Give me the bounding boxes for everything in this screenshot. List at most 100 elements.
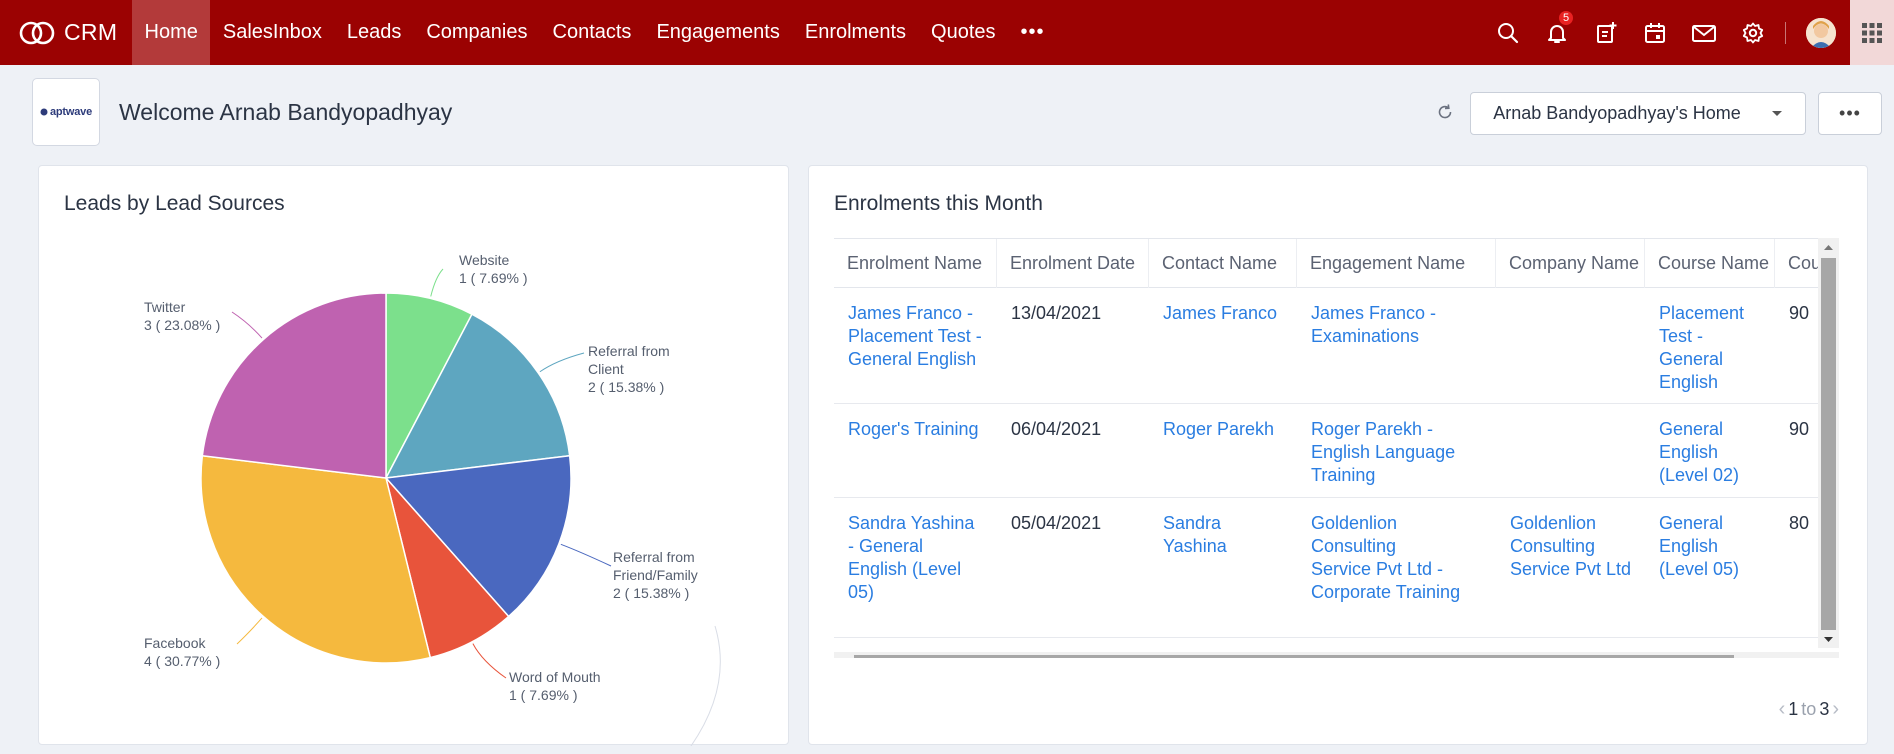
enrolments-panel: Enrolments this Month Enrolment Name Enro… [808, 165, 1868, 745]
nav-item-companies[interactable]: Companies [426, 21, 528, 43]
column-header[interactable]: Contact Name [1149, 239, 1297, 288]
vertical-scroll-thumb[interactable] [1821, 258, 1836, 630]
toolbar-divider [1785, 21, 1786, 44]
nav-item-leads[interactable]: Leads [346, 21, 402, 43]
notifications-button[interactable]: 5 [1532, 0, 1581, 65]
leads-by-source-panel: Leads by Lead Sources Website 1 ( 7.69% )… [38, 165, 789, 746]
pie-leader-line [539, 352, 585, 373]
table-row[interactable]: Roger's Training 06/04/2021 Roger Parekh Ro… [834, 404, 1818, 498]
column-header[interactable]: Enrolment Name [834, 239, 997, 288]
pager-from: 1 [1788, 699, 1799, 719]
chevron-down-icon [1771, 110, 1782, 116]
pager-to: 3 [1819, 699, 1830, 719]
nav-item-home[interactable]: Home [132, 0, 211, 65]
table-pager: ‹ 1 to 3 › [1779, 698, 1839, 721]
enrolments-table: Enrolment Name Enrolment Date Contact Name… [834, 238, 1839, 658]
nav-more-button[interactable]: ••• [1020, 21, 1045, 43]
pie-leader-line [472, 643, 507, 679]
pie-hover-arc [690, 625, 721, 746]
org-logo-mark-icon [40, 108, 48, 116]
cell-course-name[interactable]: General English (Level 05) [1659, 513, 1740, 579]
pie-slice-value-label: 2 ( 15.38% ) [588, 379, 664, 395]
avatar-icon [1806, 17, 1836, 48]
pie-slice[interactable] [200, 454, 432, 664]
calendar-icon [1644, 22, 1665, 43]
cell-enrolment-date: 06/04/2021 [1011, 419, 1102, 439]
nav-item-enrolments[interactable]: Enrolments [804, 21, 907, 43]
pie-slice[interactable] [201, 292, 387, 479]
org-logo-text: aptwave [49, 106, 92, 118]
table-header: Enrolment Name Enrolment Date Contact Name… [834, 238, 1839, 288]
search-icon [1497, 22, 1518, 43]
cell-contact-name[interactable]: Roger Parekh [1163, 419, 1275, 439]
cell-course-name[interactable]: Placement Test - General English [1659, 303, 1745, 392]
add-record-icon [1596, 21, 1616, 43]
cell-company-name[interactable]: Goldenlion Consulting Service Pvt Ltd [1510, 513, 1632, 579]
enrolments-panel-title: Enrolments this Month [834, 192, 1043, 215]
mail-button[interactable] [1679, 0, 1728, 65]
column-header[interactable]: Course Name [1645, 239, 1775, 288]
table-row[interactable]: Sandra Yashina - General English (Level … [834, 498, 1818, 638]
nav-item-engagements[interactable]: Engagements [656, 21, 780, 43]
pie-slice-label: Twitter [144, 299, 186, 315]
welcome-message: Welcome Arnab Bandyopadhyay [119, 99, 453, 125]
pie-slice-label: Referral from [588, 343, 670, 359]
cell-contact-name[interactable]: James Franco [1163, 303, 1278, 323]
cell-enrolment-name[interactable]: James Franco - Placement Test - General … [848, 303, 982, 369]
cell-course-value: 80 [1789, 513, 1810, 533]
cell-engagement-name[interactable]: James Franco - Examinations [1311, 303, 1437, 346]
crm-logo[interactable]: CRM [0, 0, 132, 65]
nav-item-salesinbox[interactable]: SalesInbox [222, 21, 322, 43]
calendar-button[interactable] [1630, 0, 1679, 65]
nav-item-contacts[interactable]: Contacts [552, 21, 632, 43]
refresh-button[interactable] [1436, 103, 1454, 126]
home-view-selector[interactable]: Arnab Bandyopadhyay's Home [1470, 92, 1806, 135]
quick-create-button[interactable] [1581, 0, 1630, 65]
settings-button[interactable] [1728, 0, 1777, 65]
cell-engagement-name[interactable]: Goldenlion Consulting Service Pvt Ltd - … [1311, 513, 1461, 602]
cell-contact-name[interactable]: Sandra Yashina [1163, 513, 1227, 556]
pie-slice-label: Word of Mouth [509, 669, 601, 685]
pager-to-word: to [1801, 699, 1817, 719]
nav-item-quotes[interactable]: Quotes [931, 21, 996, 43]
pie-leader-line [560, 543, 612, 567]
bell-icon [1547, 24, 1566, 43]
user-avatar[interactable] [1806, 17, 1836, 48]
column-header[interactable]: Engagement Name [1297, 239, 1496, 288]
app-name: CRM [64, 19, 118, 45]
apps-launcher[interactable] [1850, 0, 1894, 65]
cell-enrolment-name[interactable]: Roger's Training [848, 419, 979, 439]
horizontal-scrollbar[interactable] [834, 652, 1839, 658]
pie-slice-value-label: 1 ( 7.69% ) [459, 270, 527, 286]
pie-slice-label: Website [459, 252, 510, 268]
top-right-tools: 5 [1483, 0, 1894, 65]
grid-icon [1862, 22, 1882, 43]
pie-slice-label: Client [588, 361, 624, 377]
pie-slice-value-label: 4 ( 30.77% ) [144, 653, 220, 669]
horizontal-scroll-thumb[interactable] [854, 655, 1734, 658]
main-nav: Home SalesInbox Leads Companies Contacts Enga… [132, 0, 1057, 65]
pie-slice-value-label: 2 ( 15.38% ) [613, 585, 689, 601]
cell-engagement-name[interactable]: Roger Parekh - English Language Training [1311, 419, 1456, 485]
header-more-button[interactable]: ••• [1818, 92, 1882, 135]
cell-course-name[interactable]: General English (Level 02) [1659, 419, 1740, 485]
next-page-icon[interactable]: › [1832, 698, 1839, 720]
table-row[interactable]: James Franco - Placement Test - General … [834, 288, 1818, 404]
cell-enrolment-date: 13/04/2021 [1011, 303, 1102, 323]
column-header[interactable]: Enrolment Date [997, 239, 1149, 288]
pie-slice[interactable] [384, 313, 571, 479]
pie-slice[interactable] [384, 454, 572, 618]
cell-course-value: 90 [1789, 419, 1810, 439]
cell-course-value: 90 [1789, 303, 1810, 323]
vertical-scrollbar[interactable] [1818, 238, 1839, 648]
pie-slice-label: Referral from [613, 549, 695, 565]
leads-panel-title: Leads by Lead Sources [64, 192, 285, 215]
cell-enrolment-name[interactable]: Sandra Yashina - General English (Level … [848, 513, 975, 602]
refresh-icon [1438, 104, 1452, 119]
search-button[interactable] [1483, 0, 1532, 65]
scroll-left-icon [837, 652, 851, 658]
home-view-label: Arnab Bandyopadhyay's Home [1493, 103, 1741, 123]
previous-page-icon[interactable]: ‹ [1778, 698, 1786, 720]
column-header[interactable]: Company Name [1496, 239, 1645, 288]
scroll-down-icon [1824, 637, 1833, 642]
